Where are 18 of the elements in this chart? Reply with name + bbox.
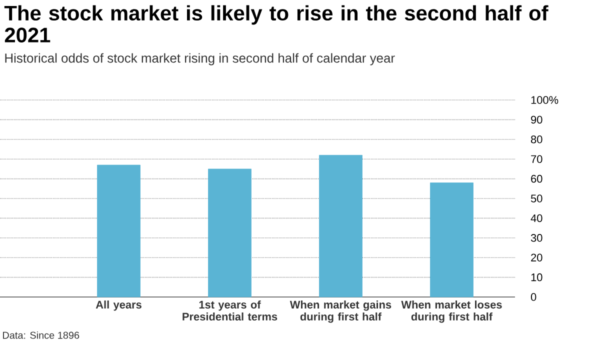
y-tick-label: 60	[531, 174, 542, 183]
y-tick-label: 30	[530, 234, 542, 242]
y-tick-label: 100%	[531, 96, 558, 104]
x-tick-label: All years	[96, 300, 142, 311]
y-tick-label: 50	[530, 194, 542, 202]
y-tick-label: 70	[531, 155, 542, 163]
y-tick-label: 90	[531, 116, 542, 124]
chart-subtitle: Historical odds of stock market rising in second half of calendar year	[5, 53, 395, 66]
x-tick-label: 1st years of Presidential terms	[182, 300, 278, 321]
y-tick-label: 80	[530, 136, 542, 144]
y-tick-label: 20	[531, 254, 542, 262]
x-tick-label: When market loses during first half	[401, 300, 502, 323]
text: Data: Since 1896	[3, 331, 80, 339]
y-tick-label: 10	[531, 273, 542, 282]
x-tick-label: When market gains during first half	[290, 300, 392, 323]
y-tick-label: 0	[530, 293, 536, 301]
y-tick-label: 40	[530, 214, 542, 222]
chart-title: The stock market is likely to rise in the second half of 2021	[4, 5, 548, 42]
